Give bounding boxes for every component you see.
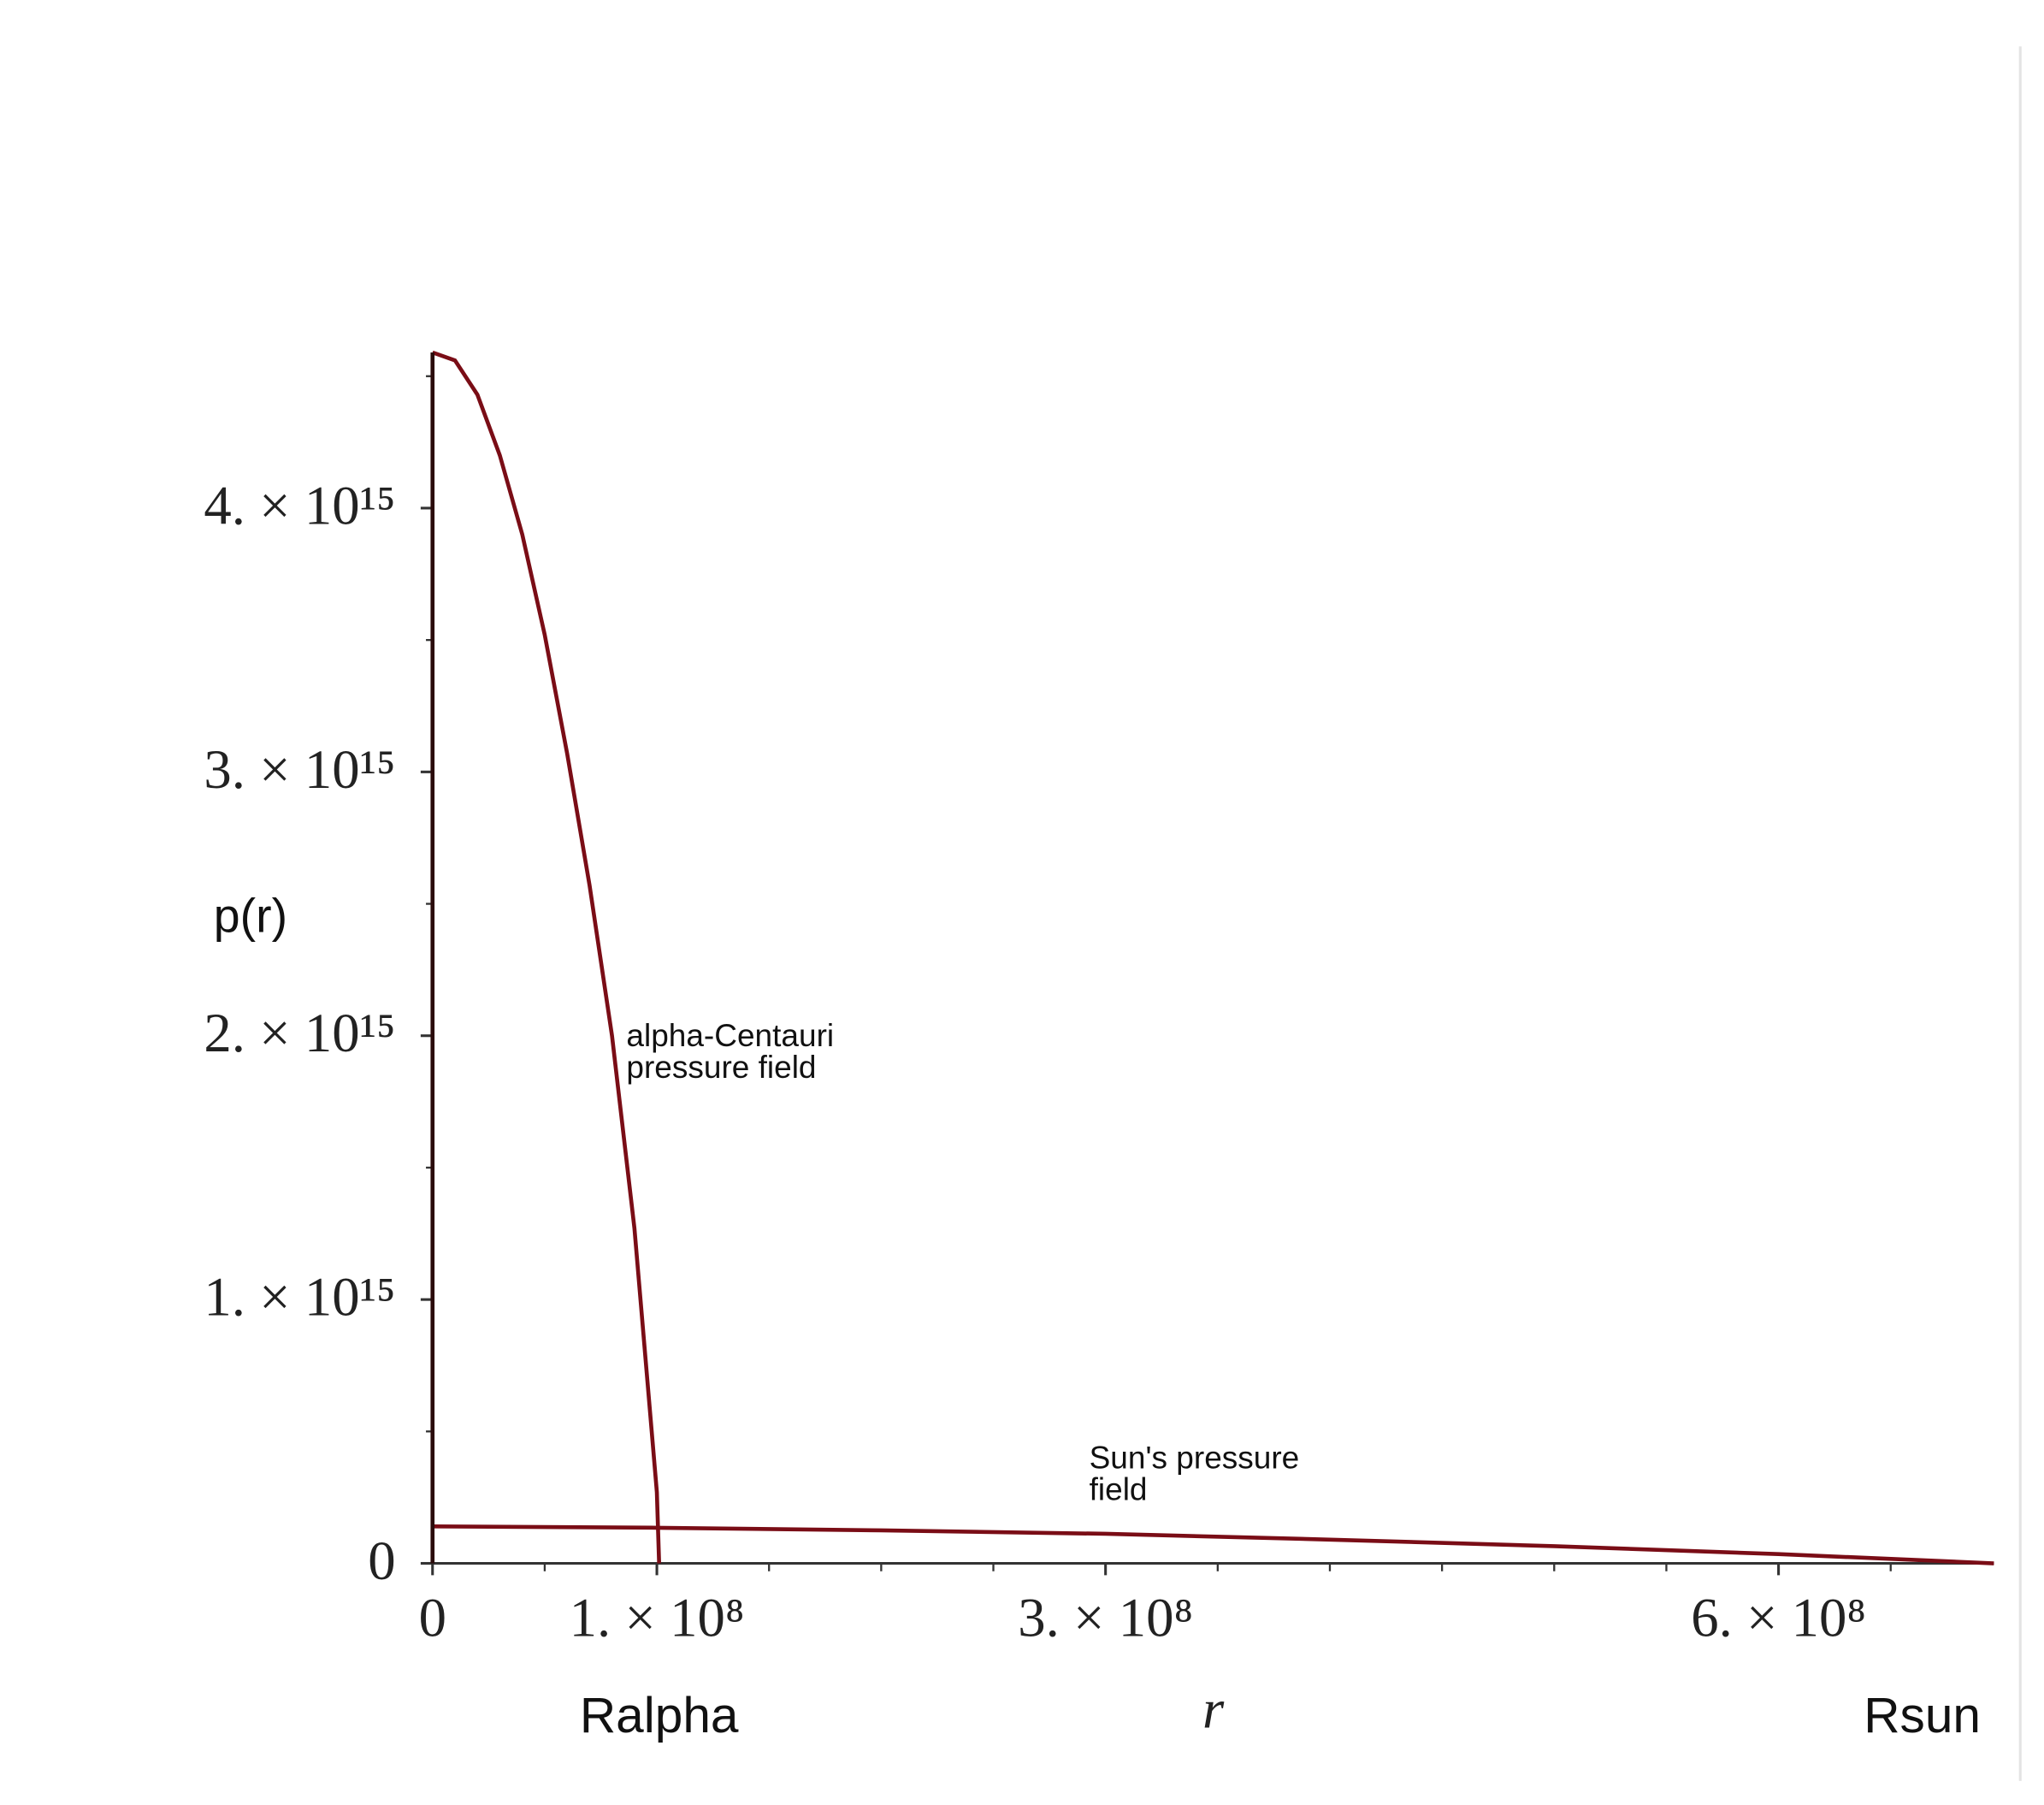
y-tick-label: 1. × 10¹⁵	[204, 1267, 395, 1329]
x-tick-label: 3. × 10⁸	[1018, 1587, 1193, 1648]
y-tick-label: 2. × 10¹⁵	[204, 1003, 395, 1064]
annotation: pressure field	[626, 1050, 816, 1085]
y-axis-title: p(r)	[214, 890, 287, 943]
x-tick-label: 0	[419, 1587, 446, 1648]
x-tick-label: 6. × 10⁸	[1691, 1587, 1866, 1648]
y-tick-label: 4. × 10¹⁵	[204, 475, 395, 536]
x-axis-title: r	[1202, 1679, 1225, 1741]
series-line	[432, 1524, 1994, 1565]
y-tick-label: 0	[368, 1530, 395, 1592]
x-marker-label: Ralpha	[580, 1688, 739, 1743]
x-tick-label: 1. × 10⁸	[570, 1587, 745, 1648]
annotation: Sun's pressure	[1090, 1440, 1300, 1475]
annotation: field	[1090, 1471, 1148, 1506]
annotation: alpha-Centauri	[626, 1018, 834, 1053]
series-line	[431, 350, 662, 1564]
y-tick-label: 3. × 10¹⁵	[204, 739, 395, 801]
x-marker-label: Rsun	[1864, 1688, 1981, 1743]
